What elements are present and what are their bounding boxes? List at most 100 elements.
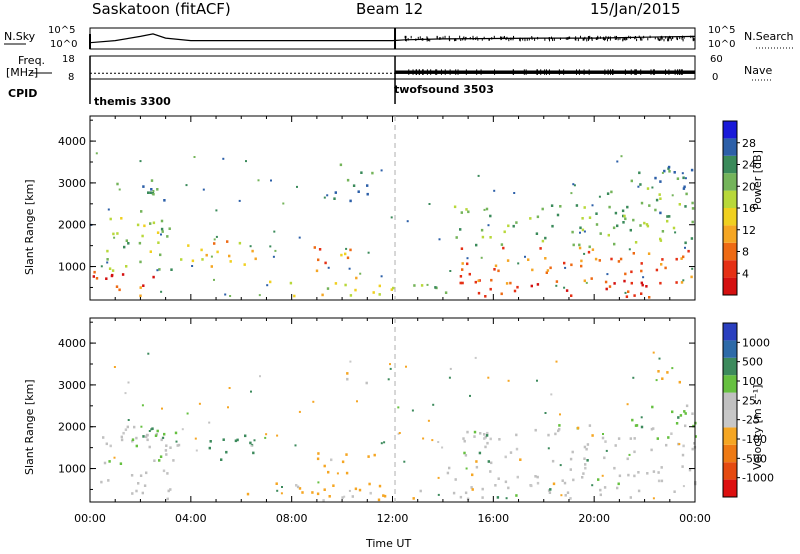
power-cell xyxy=(583,279,586,283)
power-cell xyxy=(515,221,518,224)
velocity-cell xyxy=(670,432,673,435)
power-cell xyxy=(630,179,633,183)
power-colorbar-tick-label: 28 xyxy=(742,137,756,150)
velocity-cell xyxy=(383,494,387,498)
power-cell xyxy=(149,250,152,253)
velocity-cell xyxy=(486,431,489,435)
power-cell xyxy=(640,281,643,285)
power-cell xyxy=(243,263,246,266)
power-cell xyxy=(136,223,140,227)
power-cell xyxy=(640,269,643,273)
velocity-cell xyxy=(656,437,659,440)
power-noise-cell xyxy=(591,204,594,207)
power-cell xyxy=(139,294,142,298)
power-cell xyxy=(659,281,662,285)
velocity-cell xyxy=(146,438,149,442)
power-noise-cell xyxy=(282,202,285,205)
velocity-noise-cell xyxy=(276,489,279,492)
power-noise-cell xyxy=(272,255,275,258)
velocity-cell xyxy=(105,442,108,446)
power-cell xyxy=(682,176,685,180)
velocity-cell xyxy=(155,433,158,436)
velocity-noise-cell xyxy=(127,381,130,384)
velocity-cell xyxy=(651,405,654,409)
velocity-noise-cell xyxy=(150,428,153,431)
power-cell xyxy=(551,224,554,228)
power-cell xyxy=(658,193,661,196)
power-cell xyxy=(678,203,681,206)
velocity-cell xyxy=(650,427,654,431)
power-cell xyxy=(559,205,562,208)
velocity-cell xyxy=(142,435,145,438)
velocity-cell xyxy=(317,452,320,455)
power-cell xyxy=(587,250,591,254)
power-cell xyxy=(127,242,130,245)
velocity-noise-cell xyxy=(175,440,178,443)
power-cell xyxy=(459,228,462,231)
velocity-cell xyxy=(496,496,500,499)
velocity-cell xyxy=(124,428,128,431)
velocity-cell xyxy=(174,431,178,435)
power-cell xyxy=(633,294,636,297)
velocity-noise-cell xyxy=(147,352,150,355)
power-cell xyxy=(226,240,229,243)
velocity-noise-cell xyxy=(550,393,553,396)
power-cell xyxy=(191,259,195,263)
power-cell xyxy=(556,213,560,217)
power-cell xyxy=(544,236,547,240)
velocity-ytick-label: 4000 xyxy=(58,337,86,350)
power-cell xyxy=(578,243,581,247)
velocity-noise-cell xyxy=(605,449,608,452)
power-noise-cell xyxy=(624,291,627,294)
power-noise-cell xyxy=(269,245,272,248)
power-cell xyxy=(138,241,142,245)
power-cell xyxy=(659,211,662,215)
velocity-cell xyxy=(172,459,175,462)
power-cell xyxy=(161,230,164,233)
power-cell xyxy=(605,287,608,291)
power-cell xyxy=(570,263,573,267)
velocity-noise-cell xyxy=(487,376,490,379)
power-noise-cell xyxy=(583,252,586,255)
freq-tick-bottom: 8 xyxy=(68,72,75,83)
power-cell xyxy=(170,268,173,271)
power-cell xyxy=(455,236,458,239)
velocity-cell xyxy=(569,497,572,500)
velocity-cell xyxy=(515,433,518,437)
velocity-cell xyxy=(667,436,670,439)
power-noise-cell xyxy=(213,278,215,281)
power-cell xyxy=(313,246,316,249)
power-cell xyxy=(690,237,694,240)
power-cell xyxy=(608,285,612,288)
xtick-label: 00:00 xyxy=(679,512,711,525)
power-cell xyxy=(648,296,651,299)
velocity-noise-cell xyxy=(161,407,163,410)
velocity-cell xyxy=(484,445,487,449)
power-cell xyxy=(152,221,156,225)
power-noise-cell xyxy=(449,270,452,272)
velocity-cell xyxy=(551,459,555,463)
velocity-noise-cell xyxy=(559,413,561,416)
power-cell xyxy=(682,255,685,259)
power-cell xyxy=(619,257,623,261)
power-noise-cell xyxy=(438,238,441,241)
power-cell xyxy=(180,258,183,261)
velocity-cell xyxy=(557,429,560,433)
velocity-noise-cell xyxy=(264,436,267,439)
power-cell xyxy=(497,269,500,273)
power-noise-cell xyxy=(628,248,631,251)
velocity-cell xyxy=(102,436,105,439)
power-noise-cell xyxy=(118,188,121,191)
velocity-cell xyxy=(244,434,247,438)
power-noise-cell xyxy=(477,174,480,177)
power-cell xyxy=(366,192,369,196)
velocity-cell xyxy=(367,455,370,458)
power-cell xyxy=(529,217,532,220)
velocity-noise-cell xyxy=(601,474,604,477)
power-cell xyxy=(598,259,601,262)
power-cell xyxy=(140,210,143,213)
power-cell xyxy=(563,261,566,265)
power-cell xyxy=(639,224,642,227)
velocity-ytick-label: 1000 xyxy=(58,463,86,476)
power-cell xyxy=(109,217,112,221)
